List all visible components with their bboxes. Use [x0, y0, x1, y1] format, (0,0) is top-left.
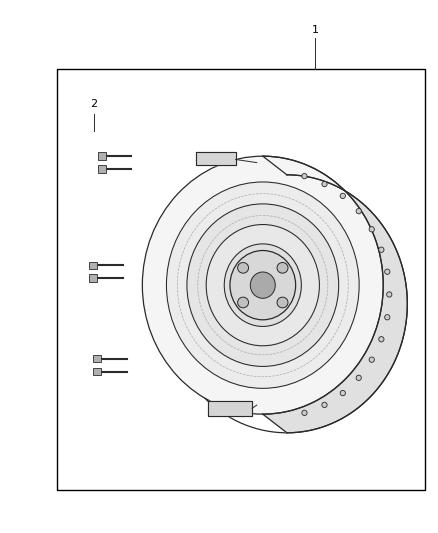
Polygon shape	[208, 401, 252, 416]
Ellipse shape	[302, 410, 307, 416]
Ellipse shape	[224, 244, 301, 326]
Ellipse shape	[379, 247, 384, 253]
Ellipse shape	[379, 336, 384, 342]
Bar	[89, 274, 97, 282]
Text: 1: 1	[312, 25, 319, 35]
Ellipse shape	[277, 263, 288, 273]
Ellipse shape	[369, 227, 374, 232]
Ellipse shape	[302, 173, 307, 179]
Text: 2: 2	[91, 99, 98, 109]
Ellipse shape	[340, 193, 346, 199]
Ellipse shape	[387, 292, 392, 297]
Ellipse shape	[322, 402, 327, 408]
Bar	[98, 165, 106, 173]
Ellipse shape	[340, 390, 346, 395]
Ellipse shape	[251, 272, 275, 298]
Ellipse shape	[237, 263, 248, 273]
Ellipse shape	[206, 224, 319, 346]
Ellipse shape	[237, 297, 248, 308]
Ellipse shape	[385, 314, 390, 320]
Ellipse shape	[322, 181, 327, 187]
Bar	[93, 355, 101, 362]
Ellipse shape	[166, 182, 359, 389]
Ellipse shape	[356, 208, 361, 214]
Ellipse shape	[356, 375, 361, 381]
Ellipse shape	[230, 251, 296, 320]
Ellipse shape	[385, 269, 390, 274]
Bar	[57, 69, 425, 490]
Ellipse shape	[277, 297, 288, 308]
Bar	[89, 262, 97, 269]
Polygon shape	[263, 156, 407, 433]
Polygon shape	[196, 152, 236, 165]
Ellipse shape	[369, 357, 374, 362]
Bar	[98, 152, 106, 160]
Ellipse shape	[187, 204, 339, 366]
Bar	[93, 368, 101, 375]
Ellipse shape	[142, 156, 383, 414]
